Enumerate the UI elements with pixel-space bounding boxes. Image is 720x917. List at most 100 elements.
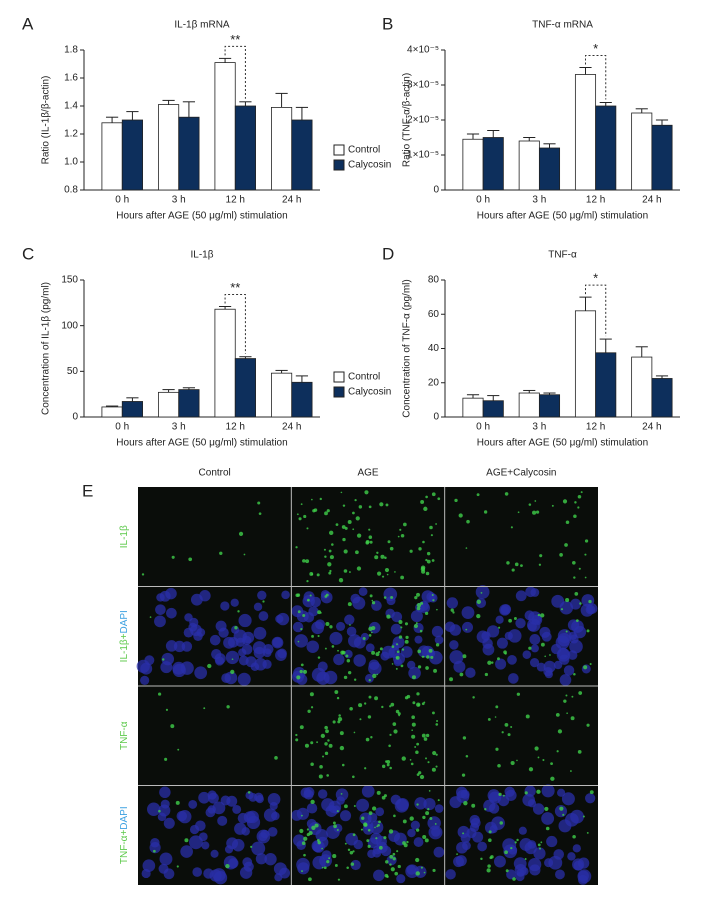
signal: [346, 866, 349, 869]
signal: [528, 503, 532, 506]
signal: [368, 505, 372, 509]
signal: [362, 637, 366, 641]
y-tick-label: 1.2: [64, 129, 78, 140]
chart-title: IL-1β: [191, 250, 214, 261]
signal: [516, 759, 518, 762]
nucleus: [267, 827, 278, 837]
error-bar: [487, 395, 500, 401]
signal: [437, 497, 441, 501]
signal: [371, 806, 377, 811]
nucleus: [543, 660, 556, 673]
nucleus: [394, 798, 409, 813]
bar: [482, 137, 504, 191]
signal: [141, 573, 145, 576]
signal: [297, 640, 300, 643]
signal: [490, 855, 494, 859]
signal: [466, 519, 470, 524]
signal: [429, 525, 433, 530]
nucleus: [515, 618, 526, 629]
x-tick-label: 0 h: [476, 195, 490, 206]
nucleus: [241, 827, 250, 836]
signal: [310, 762, 314, 767]
signal: [425, 558, 428, 562]
signal: [424, 611, 429, 616]
nucleus: [375, 807, 385, 817]
signal: [352, 833, 356, 837]
signal: [505, 869, 509, 873]
signal: [435, 753, 438, 756]
nucleus: [568, 631, 578, 641]
nucleus: [306, 802, 318, 814]
nucleus: [271, 636, 284, 649]
signal: [427, 761, 430, 764]
signal: [324, 647, 327, 650]
bar: [651, 124, 673, 191]
x-tick-label: 0 h: [476, 422, 490, 433]
error-bar: [635, 108, 648, 113]
signal: [428, 789, 431, 792]
signal: [427, 808, 430, 811]
chart-title: TNF-α: [548, 250, 577, 261]
nucleus: [253, 646, 266, 659]
signal: [550, 776, 555, 781]
signal: [389, 766, 392, 770]
x-tick-label: 24 h: [282, 195, 301, 206]
signal: [359, 718, 362, 721]
signal: [416, 742, 420, 746]
signal: [395, 655, 400, 660]
significance-label: **: [230, 32, 240, 47]
signal: [406, 694, 411, 699]
nucleus: [188, 835, 203, 850]
error-bar: [579, 67, 592, 75]
nucleus: [461, 606, 475, 620]
signal: [324, 725, 328, 730]
nucleus: [563, 665, 575, 676]
nucleus: [567, 650, 578, 660]
signal: [306, 580, 309, 583]
signal: [409, 549, 413, 553]
signal: [310, 741, 314, 745]
signal: [343, 675, 348, 680]
nucleus: [431, 827, 441, 837]
nucleus: [215, 656, 225, 666]
signal: [559, 806, 564, 811]
nucleus: [524, 785, 536, 797]
signal: [574, 501, 577, 504]
nucleus: [529, 658, 540, 668]
nucleus: [541, 631, 552, 642]
signal: [436, 608, 438, 611]
nucleus: [238, 613, 252, 628]
signal: [301, 870, 303, 873]
nucleus: [556, 788, 566, 797]
bar: [631, 356, 653, 418]
signal: [308, 877, 312, 882]
signal: [411, 734, 416, 739]
nucleus: [513, 857, 527, 870]
signal: [514, 562, 519, 567]
bar: [631, 112, 653, 191]
signal: [340, 491, 343, 494]
signal: [336, 829, 339, 831]
nucleus: [530, 644, 539, 653]
signal: [400, 626, 403, 629]
signal: [497, 763, 501, 768]
nucleus: [495, 658, 507, 670]
signal: [347, 602, 352, 607]
signal: [327, 739, 330, 742]
signal: [338, 714, 341, 717]
signal: [416, 592, 420, 597]
signal: [391, 645, 395, 648]
signal: [450, 608, 454, 612]
signal: [358, 505, 363, 509]
signal: [299, 725, 304, 730]
nucleus: [449, 650, 464, 665]
nucleus: [482, 643, 495, 656]
nucleus: [141, 868, 151, 879]
error-bar: [105, 405, 119, 407]
signal: [368, 535, 373, 539]
signal: [537, 756, 540, 759]
x-tick-label: 12 h: [586, 422, 605, 433]
signal: [397, 864, 401, 869]
signal: [569, 770, 572, 772]
signal: [365, 540, 370, 545]
